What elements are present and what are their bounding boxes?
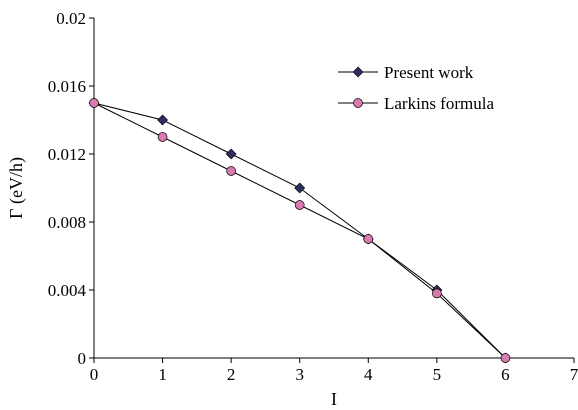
legend-diamond-marker xyxy=(352,66,364,78)
y-tick-label: 0.004 xyxy=(48,281,87,300)
y-axis-ticks: 0 0.004 0.008 0.012 0.016 0.02 xyxy=(48,9,94,368)
x-tick-label: 6 xyxy=(501,365,510,384)
legend-label: Present work xyxy=(384,63,474,82)
y-axis-title: Γ (eV/h) xyxy=(6,157,27,219)
y-tick-label: 0.016 xyxy=(48,77,86,96)
circle-marker xyxy=(294,200,305,210)
legend: Present work Larkins formula xyxy=(338,63,494,113)
circle-marker xyxy=(432,288,442,299)
series-2 xyxy=(89,98,511,363)
series-1 xyxy=(88,97,511,364)
x-tick-label: 7 xyxy=(570,365,578,384)
circle-marker xyxy=(500,353,511,363)
diamond-marker xyxy=(294,182,306,194)
series-line xyxy=(93,102,506,359)
circle-marker xyxy=(363,234,374,244)
x-axis-ticks: 0 1 2 3 4 5 6 7 xyxy=(90,358,578,384)
plot-frame xyxy=(93,18,574,359)
diamond-marker xyxy=(225,148,237,160)
legend-label: Larkins formula xyxy=(384,94,494,113)
x-tick-label: 1 xyxy=(158,365,167,384)
legend-item: Present work xyxy=(338,63,474,82)
x-axis-title: I xyxy=(331,389,337,409)
y-tick-label: 0 xyxy=(78,349,87,368)
y-tick-label: 0.02 xyxy=(56,9,86,28)
y-tick-label: 0.012 xyxy=(48,145,86,164)
series-line xyxy=(93,102,506,359)
diamond-marker xyxy=(157,114,168,126)
circle-marker xyxy=(157,132,168,142)
legend-circle-marker xyxy=(353,98,363,108)
legend-item: Larkins formula xyxy=(338,94,494,113)
y-tick-label: 0.008 xyxy=(48,213,86,232)
circle-marker xyxy=(226,166,236,176)
series-layer xyxy=(88,97,511,364)
x-tick-label: 4 xyxy=(364,365,373,384)
circle-marker xyxy=(89,98,99,108)
x-tick-label: 0 xyxy=(90,365,99,384)
x-tick-label: 3 xyxy=(295,365,304,384)
x-tick-label: 2 xyxy=(227,365,236,384)
x-tick-label: 5 xyxy=(433,365,442,384)
